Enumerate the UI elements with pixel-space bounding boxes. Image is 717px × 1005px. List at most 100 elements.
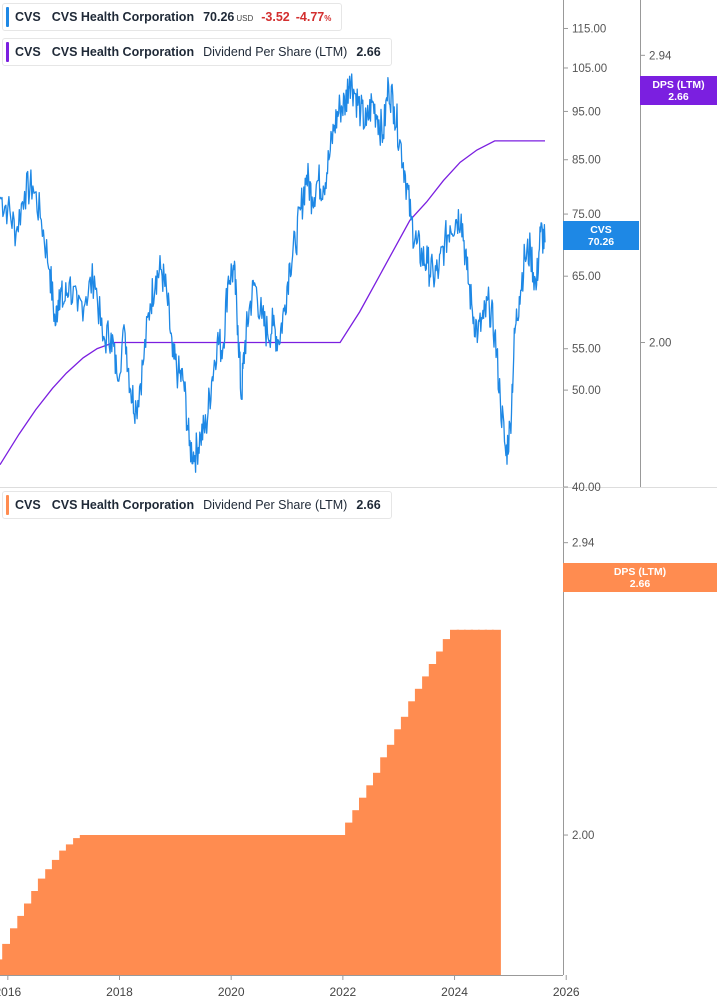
price-axis-label: 95.00 — [572, 106, 601, 118]
dps-legend-bottom-ticker: CVS — [15, 498, 41, 512]
x-axis-label: 2024 — [441, 985, 468, 999]
dps-tag-bottom-value: 2.66 — [629, 578, 651, 590]
dps-tag-bottom: DPS (LTM) 2.66 — [563, 563, 717, 592]
dps-bar — [17, 915, 27, 975]
dps-bar — [184, 835, 194, 975]
dps-bar — [24, 903, 33, 975]
dps-legend-bottom-swatch — [6, 495, 9, 515]
dps-bar — [338, 835, 348, 975]
dps-bar — [149, 835, 159, 975]
dps-bar — [400, 716, 410, 975]
dps-bar — [212, 835, 222, 975]
dps-legend-top-swatch — [6, 42, 9, 62]
dps-bar — [142, 835, 152, 975]
dps-bar — [45, 869, 55, 975]
dps-bar — [233, 835, 243, 975]
dps-bar — [359, 797, 368, 975]
dps-axis-top-label: 2.94 — [649, 50, 672, 62]
x-axis-label: 2018 — [106, 985, 133, 999]
dps-bar — [422, 676, 432, 975]
dps-bar — [10, 928, 19, 975]
dps-bar — [73, 838, 83, 975]
dps-bar — [386, 744, 396, 975]
dps-line-series — [0, 140, 545, 466]
dps-axis-bottom: 2.94 2.00 — [563, 488, 595, 975]
dps-bar — [464, 629, 473, 975]
dps-bar — [428, 664, 438, 975]
price-legend-swatch — [6, 7, 9, 27]
dps-legend-top-ticker: CVS — [15, 45, 41, 59]
dps-line — [0, 140, 545, 466]
dps-bar — [491, 629, 501, 975]
price-axis-label: 55.00 — [572, 344, 601, 356]
price-axis-label: 50.00 — [572, 385, 601, 397]
dps-bar — [205, 835, 215, 975]
dps-bar — [107, 835, 117, 975]
dps-bar — [135, 835, 145, 975]
dps-bar — [345, 822, 355, 975]
dps-bar — [442, 639, 452, 975]
price-axis-label: 115.00 — [572, 23, 606, 35]
dps-bar — [87, 835, 97, 975]
dps-bar-series — [0, 629, 501, 975]
dps-bar-panel[interactable]: 2.94 2.00 2016 2018 2020 2022 2024 2026 — [0, 488, 595, 999]
dps-bar — [156, 835, 166, 975]
dps-bar — [310, 835, 320, 975]
dps-bar — [240, 835, 250, 975]
dps-bar — [51, 859, 61, 975]
x-axis-label: 2020 — [218, 985, 245, 999]
price-axis-label: 85.00 — [572, 155, 601, 167]
dps-bar — [373, 772, 382, 975]
dps-bar — [282, 835, 292, 975]
dps-bar — [470, 629, 480, 975]
dps-bar — [289, 835, 299, 975]
dps-legend-bottom[interactable]: CVS CVS Health Corporation Dividend Per … — [2, 491, 392, 519]
dps-bar — [129, 835, 138, 975]
dps-bar — [177, 835, 187, 975]
price-axis-label: 65.00 — [572, 271, 601, 283]
price-line — [0, 73, 546, 473]
dps-bar — [352, 810, 362, 975]
dps-bar — [261, 835, 271, 975]
dps-axis-bottom-label: 2.00 — [572, 830, 594, 842]
dps-bar — [115, 835, 124, 975]
dps-bar — [436, 651, 446, 975]
dps-bar — [226, 835, 236, 975]
price-legend-currency: USD — [236, 14, 254, 23]
price-axis-label: 105.00 — [572, 63, 607, 75]
dps-bar — [450, 629, 459, 975]
dps-bar — [408, 701, 418, 975]
price-axis-label: 40.00 — [572, 482, 601, 494]
price-legend-change-pct: -4.77% — [295, 10, 332, 24]
dps-bar — [198, 835, 208, 975]
dps-bar — [317, 835, 327, 975]
price-legend-value: 70.26 — [203, 10, 235, 24]
dps-legend-bottom-metric: Dividend Per Share (LTM) — [203, 498, 348, 512]
dps-legend-bottom-name: CVS Health Corporation — [51, 498, 195, 512]
dps-tag-top-value: 2.66 — [668, 91, 689, 103]
dps-bar — [366, 785, 376, 975]
price-legend[interactable]: CVS CVS Health Corporation 70.26 USD -3.… — [2, 3, 343, 31]
dps-bar — [478, 629, 487, 975]
dps-bar — [303, 835, 313, 975]
dps-bar — [456, 629, 466, 975]
price-axis: 115.00 105.00 95.00 85.00 75.00 65.00 55.00 50.… — [563, 0, 607, 494]
x-axis-label: 2022 — [330, 985, 357, 999]
price-tag-label: CVS — [590, 224, 612, 236]
dps-bar — [121, 835, 131, 975]
price-legend-name: CVS Health Corporation — [51, 10, 195, 24]
dps-bar — [37, 878, 47, 975]
dps-legend-top[interactable]: CVS CVS Health Corporation Dividend Per … — [2, 38, 392, 66]
dps-bar — [170, 835, 180, 975]
price-tag: CVS 70.26 — [563, 221, 639, 250]
dps-axis-bottom-label: 2.94 — [572, 538, 595, 550]
price-legend-change: -3.52 — [261, 10, 290, 24]
dps-bar — [296, 835, 306, 975]
x-axis-label: 2026 — [553, 985, 580, 999]
price-tag-value: 70.26 — [587, 236, 615, 248]
dps-axis-top-label: 2.00 — [649, 338, 671, 350]
dps-legend-bottom-value: 2.66 — [356, 498, 381, 512]
dps-bar — [394, 729, 404, 975]
x-axis-label: 2016 — [0, 985, 21, 999]
